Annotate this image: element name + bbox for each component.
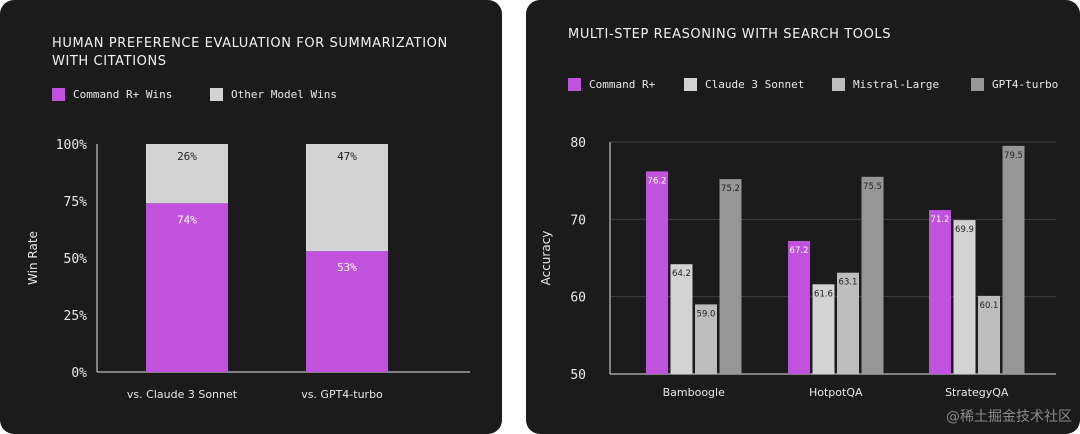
- legend-item-command: Command R+: [568, 78, 684, 91]
- right-x-category-label: HotpotQA: [809, 386, 863, 399]
- legend-label-claude: Claude 3 Sonnet: [705, 78, 805, 91]
- right-chart-title: MULTI-STEP REASONING WITH SEARCH TOOLS: [568, 27, 892, 42]
- left-y-tick-label: 25%: [64, 309, 88, 324]
- bar-other-wins: [146, 144, 228, 204]
- left-y-tick-label: 50%: [64, 252, 88, 267]
- bar-claude: [812, 284, 835, 374]
- bar-command: [788, 240, 810, 374]
- legend-item-mistral: Mistral-Large: [832, 78, 971, 91]
- legend-swatch-mistral: [832, 78, 845, 91]
- bar-other-wins: [306, 144, 388, 252]
- bar-label-gpt: 75.2: [721, 184, 740, 194]
- bar-command: [646, 171, 668, 374]
- legend-item-gpt: GPT4-turbo: [971, 78, 1058, 91]
- bar-mistral: [695, 304, 717, 374]
- left-chart-title: HUMAN PREFERENCE EVALUATION FOR SUMMARIZ…: [52, 35, 448, 71]
- right-y-tick-label: 50: [570, 368, 586, 383]
- bar-label-command: 71.2: [931, 215, 950, 225]
- legend-swatch-other: [210, 88, 223, 101]
- right-legend: Command R+ Claude 3 Sonnet Mistral-Large…: [568, 78, 1058, 91]
- legend-swatch-command: [52, 88, 65, 101]
- legend-item-other-wins: Other Model Wins: [210, 88, 337, 101]
- bar-gpt: [1002, 145, 1025, 374]
- legend-label-other-wins: Other Model Wins: [231, 88, 337, 101]
- legend-swatch-command-r: [568, 78, 581, 91]
- bar-label-other-wins: 26%: [177, 150, 197, 163]
- left-title-line2: WITH CITATIONS: [52, 54, 167, 69]
- bar-gpt: [861, 176, 884, 374]
- left-title-line1: HUMAN PREFERENCE EVALUATION FOR SUMMARIZ…: [52, 36, 448, 51]
- right-y-tick-label: 70: [570, 213, 586, 228]
- bar-gpt: [719, 179, 742, 374]
- bar-mistral: [978, 295, 1000, 374]
- legend-label-command-wins: Command R+ Wins: [73, 88, 173, 101]
- bar-claude: [670, 264, 693, 374]
- left-x-category-label: vs. GPT4-turbo: [301, 388, 383, 401]
- bar-command-wins: [306, 251, 388, 372]
- right-chart-panel: MULTI-STEP REASONING WITH SEARCH TOOLS C…: [526, 0, 1080, 434]
- legend-item-command-wins: Command R+ Wins: [52, 88, 210, 101]
- left-chart-panel: HUMAN PREFERENCE EVALUATION FOR SUMMARIZ…: [0, 0, 502, 434]
- bar-command: [929, 210, 951, 374]
- bar-label-claude: 64.2: [672, 269, 691, 279]
- left-x-category-label: vs. Claude 3 Sonnet: [127, 388, 238, 401]
- watermark-text: @稀土掘金技术社区: [946, 409, 1072, 425]
- left-y-axis-label: Win Rate: [26, 231, 40, 285]
- bar-label-command-wins: 53%: [337, 261, 357, 274]
- right-y-tick-label: 80: [570, 136, 586, 151]
- bar-label-mistral: 59.0: [697, 309, 716, 319]
- bar-claude: [953, 220, 976, 374]
- bar-label-command-wins: 74%: [177, 213, 197, 226]
- legend-label-gpt: GPT4-turbo: [992, 78, 1059, 91]
- right-x-category-label: Bamboogle: [663, 386, 725, 399]
- bar-label-command: 67.2: [790, 246, 809, 256]
- bar-label-claude: 69.9: [955, 225, 974, 235]
- left-y-tick-label: 0%: [71, 366, 87, 381]
- right-y-axis-label: Accuracy: [539, 231, 553, 286]
- legend-swatch-gpt: [971, 78, 984, 91]
- legend-label-mistral: Mistral-Large: [853, 78, 940, 91]
- bar-label-command: 76.2: [648, 176, 667, 186]
- bar-label-gpt: 79.5: [1004, 151, 1023, 161]
- right-y-tick-label: 60: [570, 291, 586, 306]
- left-chart-svg: 0% 25% 50% 75% 100% Win Rate 74% 26% vs. Claude …: [26, 138, 470, 401]
- bar-mistral: [837, 272, 859, 374]
- bar-command-wins: [146, 203, 228, 372]
- bar-label-claude: 61.6: [814, 289, 833, 299]
- left-y-tick-label: 100%: [56, 138, 87, 153]
- bar-label-other-wins: 47%: [337, 150, 357, 163]
- bar-label-gpt: 75.5: [863, 182, 882, 192]
- left-y-tick-label: 75%: [64, 195, 88, 210]
- legend-item-claude: Claude 3 Sonnet: [684, 78, 832, 91]
- bar-label-mistral: 63.1: [839, 278, 858, 288]
- bar-label-mistral: 60.1: [980, 301, 999, 311]
- left-legend: Command R+ Wins Other Model Wins: [52, 88, 337, 101]
- legend-label-command: Command R+: [589, 78, 656, 91]
- legend-swatch-claude: [684, 78, 697, 91]
- right-x-category-label: StrategyQA: [945, 386, 1009, 399]
- right-chart-svg: 50 60 70 80 Accuracy 76.2 64.2 59.0 75.2 Bamboogl…: [539, 136, 1056, 399]
